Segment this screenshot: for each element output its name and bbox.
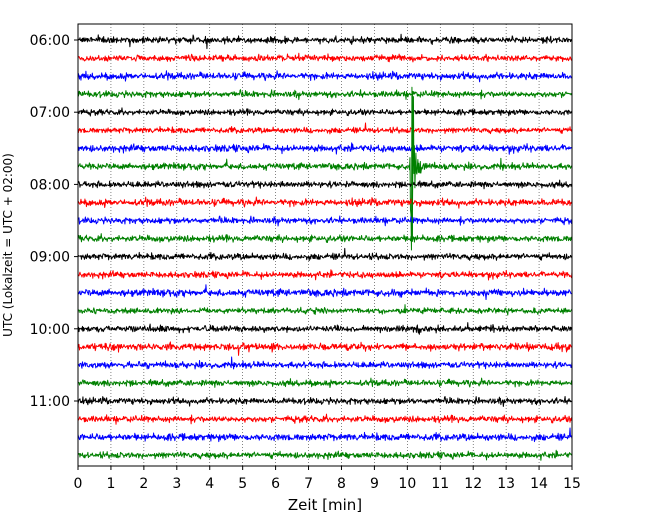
trace-row-0715 xyxy=(78,122,572,135)
x-tick-label-14: 14 xyxy=(530,476,548,492)
x-tick-label-0: 0 xyxy=(74,476,83,492)
trace-row-1030 xyxy=(78,356,572,370)
trace-row-1045 xyxy=(78,377,572,388)
trace-row-0700 xyxy=(78,107,572,117)
x-tick-label-6: 6 xyxy=(271,476,280,492)
trace-row-0815 xyxy=(78,196,572,209)
x-axis-ticks: 0 1 2 3 4 5 6 7 8 9 10 11 12 13 14 15 xyxy=(74,466,581,492)
trace-row-1000 xyxy=(78,322,572,335)
trace-row-0945 xyxy=(78,304,572,316)
y-axis-label: UTC (Lokalzeit = UTC + 02:00) xyxy=(1,153,15,337)
plot-background xyxy=(78,24,572,466)
trace-row-1130 xyxy=(78,427,572,443)
trace-row-0845 xyxy=(78,233,572,244)
trace-row-0800 xyxy=(78,179,572,190)
trace-row-1100 xyxy=(78,396,572,407)
trace-row-0900 xyxy=(78,247,572,262)
trace-row-0745 xyxy=(78,86,572,251)
y-tick-label-1000: 10:00 xyxy=(30,322,70,338)
trace-row-0930 xyxy=(78,284,572,301)
trace-row-1115 xyxy=(78,413,572,425)
x-tick-label-10: 10 xyxy=(398,476,416,492)
trace-row-0630 xyxy=(78,70,572,83)
y-tick-label-1100: 11:00 xyxy=(30,394,70,410)
y-axis-ticks: 06:00 07:00 08:00 09:00 10:00 11:00 xyxy=(30,33,78,410)
trace-row-0645 xyxy=(78,89,572,101)
x-tick-label-13: 13 xyxy=(497,476,515,492)
trace-row-1015 xyxy=(78,341,572,356)
trace-row-0600 xyxy=(78,33,572,50)
plot-frame xyxy=(77,23,573,467)
x-tick-label-11: 11 xyxy=(431,476,449,492)
x-tick-label-15: 15 xyxy=(563,476,581,492)
x-tick-label-9: 9 xyxy=(370,476,379,492)
y-tick-label-0700: 07:00 xyxy=(30,105,70,121)
x-tick-label-8: 8 xyxy=(337,476,346,492)
seismic-traces xyxy=(78,33,572,461)
x-tick-label-12: 12 xyxy=(464,476,482,492)
x-tick-label-2: 2 xyxy=(139,476,148,492)
x-tick-label-7: 7 xyxy=(304,476,313,492)
x-axis-label: Zeit [min] xyxy=(288,496,362,514)
y-tick-label-0900: 09:00 xyxy=(30,250,70,266)
trace-row-1145 xyxy=(78,449,572,461)
trace-row-0730 xyxy=(78,142,572,155)
trace-row-0615 xyxy=(78,52,572,63)
x-tick-label-3: 3 xyxy=(172,476,181,492)
y-tick-label-0800: 08:00 xyxy=(30,177,70,193)
trace-row-0830 xyxy=(78,215,572,227)
x-tick-label-5: 5 xyxy=(238,476,247,492)
x-tick-label-1: 1 xyxy=(106,476,115,492)
y-tick-label-0600: 06:00 xyxy=(30,33,70,49)
trace-row-0915 xyxy=(78,269,572,281)
x-tick-label-4: 4 xyxy=(205,476,214,492)
